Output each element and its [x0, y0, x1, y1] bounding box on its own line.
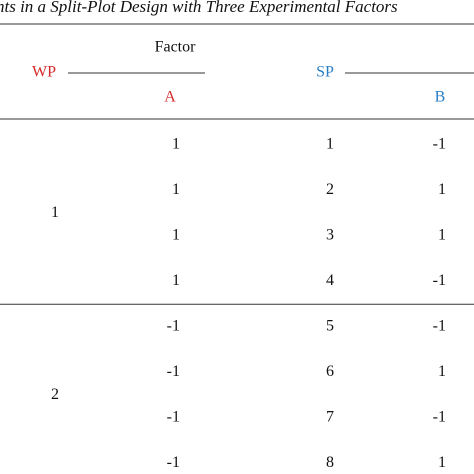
table-cell: -1 — [433, 318, 446, 335]
table-cell: -1 — [167, 363, 180, 380]
table-cell: 7 — [326, 409, 334, 426]
table-cell: 1 — [438, 227, 446, 244]
table-cell: -1 — [167, 409, 180, 426]
table-cell: 6 — [326, 363, 334, 380]
table-cell: 1 — [326, 136, 334, 153]
factor-header: Factor — [155, 39, 197, 56]
wp-header: WP — [32, 64, 56, 81]
table-cell: 8 — [326, 454, 334, 471]
table-cell: 4 — [326, 272, 334, 289]
table-cell: -1 — [433, 409, 446, 426]
table-cell: 1 — [172, 272, 180, 289]
table-cell: -1 — [167, 318, 180, 335]
table-cell: -1 — [167, 454, 180, 471]
sp-header: SP — [316, 64, 334, 81]
table-cell: 1 — [172, 136, 180, 153]
a-header: A — [164, 89, 176, 106]
table-cell: 1 — [438, 363, 446, 380]
table-cell: -1 — [433, 136, 446, 153]
table-cell: 1 — [438, 181, 446, 198]
table-title: nts in a Split-Plot Design with Three Ex… — [0, 0, 398, 16]
wp-cell: 1 — [51, 204, 59, 221]
wp-cell: 2 — [51, 386, 59, 403]
table-cell: -1 — [433, 272, 446, 289]
table-cell: 1 — [172, 181, 180, 198]
table-cell: 3 — [326, 227, 334, 244]
table-cell: 1 — [172, 227, 180, 244]
b-header: B — [435, 89, 446, 106]
table-cell: 5 — [326, 318, 334, 335]
table-cell: 1 — [438, 454, 446, 471]
table-cell: 2 — [326, 181, 334, 198]
